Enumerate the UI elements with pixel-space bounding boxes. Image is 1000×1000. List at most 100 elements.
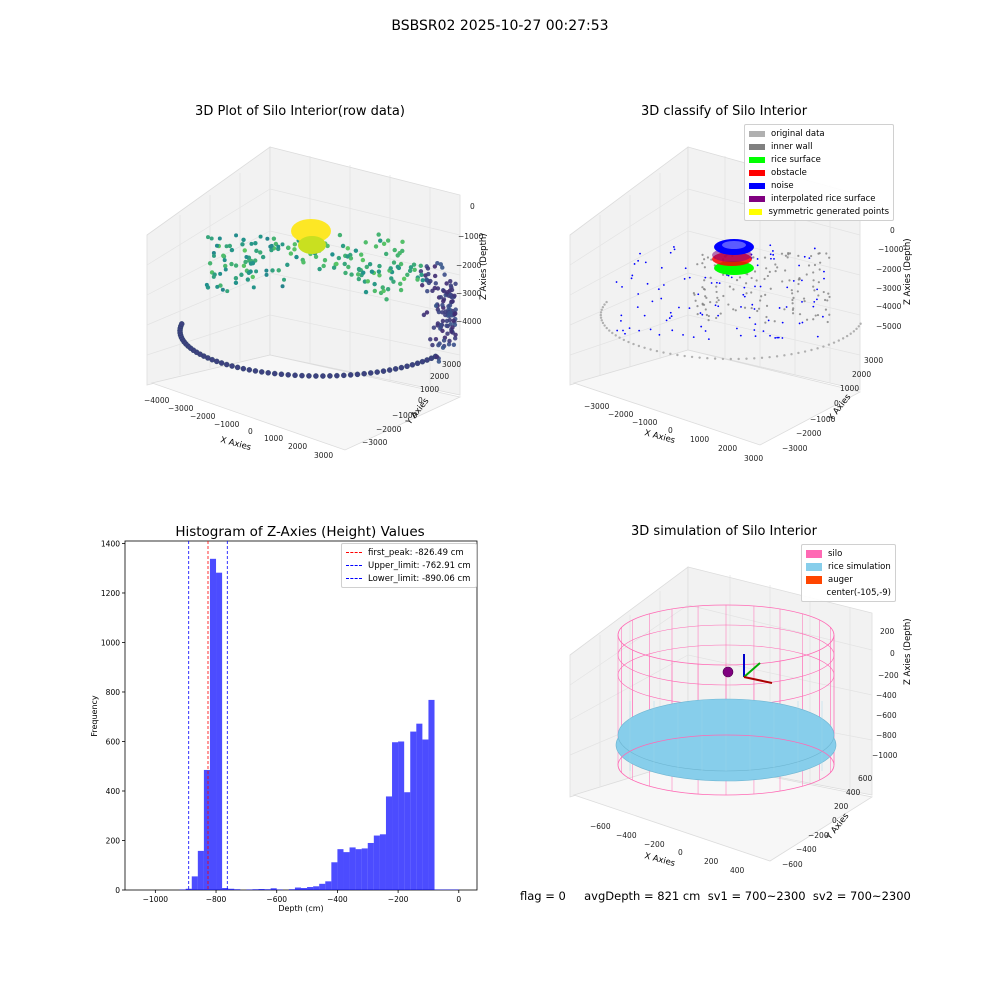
- legend-item: Lower_limit: -890.06 cm: [346, 572, 472, 585]
- data-point: [655, 349, 659, 353]
- histogram-bar: [349, 847, 356, 890]
- data-point: [400, 239, 405, 245]
- data-point: [773, 258, 775, 260]
- data-point: [837, 339, 840, 342]
- data-point: [743, 286, 746, 289]
- data-point: [601, 305, 605, 309]
- histogram-bar: [416, 723, 423, 890]
- data-point: [337, 232, 343, 238]
- data-point: [657, 288, 660, 291]
- histogram-bar: [404, 792, 411, 890]
- data-point: [792, 296, 795, 299]
- data-point: [361, 370, 367, 377]
- x-tick-label: −4000: [144, 396, 170, 405]
- data-point: [220, 287, 225, 292]
- y-tick-label: 3000: [864, 356, 883, 365]
- data-point: [665, 319, 668, 322]
- histogram-bar: [379, 834, 386, 890]
- data-point: [772, 250, 774, 252]
- data-point: [436, 309, 442, 315]
- data-point: [632, 342, 635, 346]
- data-point: [700, 325, 703, 328]
- data-point: [265, 236, 270, 241]
- y-tick-label: −400: [796, 845, 817, 854]
- data-point: [699, 312, 702, 314]
- data-point: [218, 360, 225, 366]
- data-point: [395, 253, 400, 258]
- data-point: [812, 285, 815, 288]
- data-point: [703, 266, 706, 269]
- data-point: [363, 289, 369, 295]
- z-tick-label: −4000: [456, 317, 482, 326]
- data-point: [211, 253, 216, 258]
- x-tick-label: 3000: [744, 454, 763, 463]
- z-axis-label: Z Axies (Depth): [479, 233, 489, 300]
- classify-legend: original data inner wall rice surface ob…: [744, 124, 894, 221]
- data-point: [254, 269, 259, 274]
- data-point: [209, 236, 214, 241]
- y-tick-label: 1400: [101, 539, 120, 548]
- data-point: [391, 260, 397, 265]
- data-point: [827, 343, 831, 346]
- data-point: [816, 288, 819, 291]
- data-point: [442, 272, 447, 277]
- data-point: [694, 299, 697, 302]
- data-point: [222, 258, 227, 263]
- data-point: [353, 248, 359, 253]
- data-point: [433, 303, 439, 309]
- data-point: [719, 312, 722, 315]
- data-point: [436, 343, 441, 348]
- data-point: [444, 318, 450, 324]
- data-point: [418, 263, 423, 269]
- data-point: [270, 268, 275, 273]
- legend-swatch: [749, 208, 763, 215]
- data-point: [759, 299, 762, 302]
- data-point: [825, 252, 828, 255]
- data-point: [376, 269, 382, 274]
- data-point: [449, 287, 455, 293]
- figure-title: BSBSR02 2025-10-27 00:27:53: [391, 18, 609, 34]
- data-point: [246, 367, 253, 373]
- x-tick-label: −1000: [214, 420, 240, 429]
- x-tick-label: −3000: [584, 402, 610, 411]
- data-point: [378, 238, 383, 243]
- y-tick-label: 200: [834, 802, 849, 811]
- data-point: [299, 372, 305, 379]
- data-point: [376, 232, 381, 237]
- data-point: [342, 261, 347, 267]
- data-point: [450, 325, 455, 330]
- data-point: [701, 253, 704, 257]
- data-point: [433, 336, 439, 342]
- y-tick-label: 800: [106, 688, 121, 697]
- data-point: [692, 291, 695, 295]
- histogram-bar: [410, 731, 417, 890]
- data-point: [292, 372, 298, 379]
- data-point: [668, 317, 671, 319]
- y-tick-label: 2000: [430, 372, 449, 381]
- data-point: [784, 254, 788, 257]
- data-point: [808, 257, 811, 260]
- data-point: [770, 257, 772, 260]
- data-point: [781, 321, 784, 324]
- data-point: [859, 322, 862, 325]
- data-point: [798, 322, 801, 325]
- y-tick-label: −2000: [376, 425, 402, 434]
- data-point: [242, 248, 247, 253]
- data-point: [360, 257, 366, 263]
- data-point: [658, 333, 661, 336]
- data-point: [615, 281, 618, 283]
- data-point: [254, 248, 259, 254]
- data-point: [320, 373, 326, 379]
- data-point: [250, 260, 256, 266]
- data-point: [380, 285, 385, 290]
- data-point: [440, 328, 445, 334]
- data-point: [448, 283, 454, 288]
- z-tick-label: −600: [876, 711, 897, 720]
- data-point: [776, 336, 779, 339]
- data-point: [392, 366, 399, 372]
- histogram-bar: [361, 848, 368, 890]
- data-point: [785, 306, 788, 308]
- data-point: [767, 319, 770, 322]
- data-point: [207, 261, 213, 266]
- data-point: [792, 280, 795, 282]
